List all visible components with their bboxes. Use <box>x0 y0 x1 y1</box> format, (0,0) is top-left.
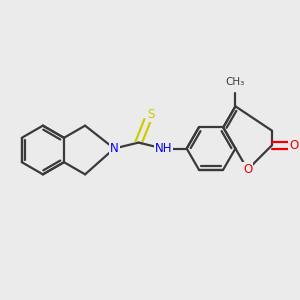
Text: S: S <box>147 108 154 121</box>
Text: NH: NH <box>155 142 172 155</box>
Text: O: O <box>243 163 252 176</box>
Text: CH₃: CH₃ <box>226 77 245 87</box>
Text: N: N <box>110 142 118 155</box>
Text: O: O <box>289 139 298 152</box>
